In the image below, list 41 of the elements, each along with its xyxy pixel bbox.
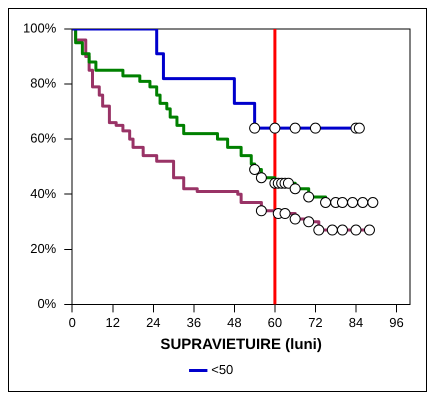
point (336, 224, 348, 236)
point (336, 197, 348, 208)
x-axis-title: SUPRAVIETUIRE (luni) (160, 336, 322, 354)
x-tick-label: 24 (146, 314, 161, 330)
legend-label: <50 (211, 362, 234, 378)
point (280, 208, 291, 220)
point (282, 178, 294, 189)
point (256, 172, 267, 184)
point (249, 122, 260, 134)
y-tick-label: 20% (30, 240, 57, 256)
x-tick-label: 60 (268, 314, 282, 330)
point (290, 122, 301, 134)
x-tick-label: 0 (68, 314, 76, 330)
y-tick-label: 40% (30, 186, 57, 201)
point (364, 224, 375, 236)
point (367, 197, 378, 208)
point (269, 122, 280, 134)
point (326, 224, 338, 236)
point (303, 191, 314, 202)
point (357, 197, 368, 208)
point (313, 224, 324, 236)
point (290, 183, 301, 194)
x-tick-label: 48 (227, 314, 242, 330)
point (303, 216, 314, 228)
x-tick-label: 36 (186, 314, 202, 330)
x-tick-label: 96 (389, 314, 404, 330)
y-tick-label: 100% (23, 20, 57, 36)
point (354, 122, 365, 134)
point (290, 214, 301, 225)
y-tick-label: 60% (30, 130, 57, 146)
x-tick-label: 72 (308, 314, 323, 330)
x-tick-label: 84 (348, 314, 364, 330)
point (310, 122, 321, 134)
point (249, 164, 260, 175)
y-tick-label: 0% (37, 296, 57, 311)
y-tick-label: 80% (30, 76, 57, 91)
point (320, 197, 332, 208)
point (350, 224, 362, 236)
x-tick-label: 12 (106, 314, 120, 330)
point (256, 205, 267, 216)
point (347, 197, 358, 208)
